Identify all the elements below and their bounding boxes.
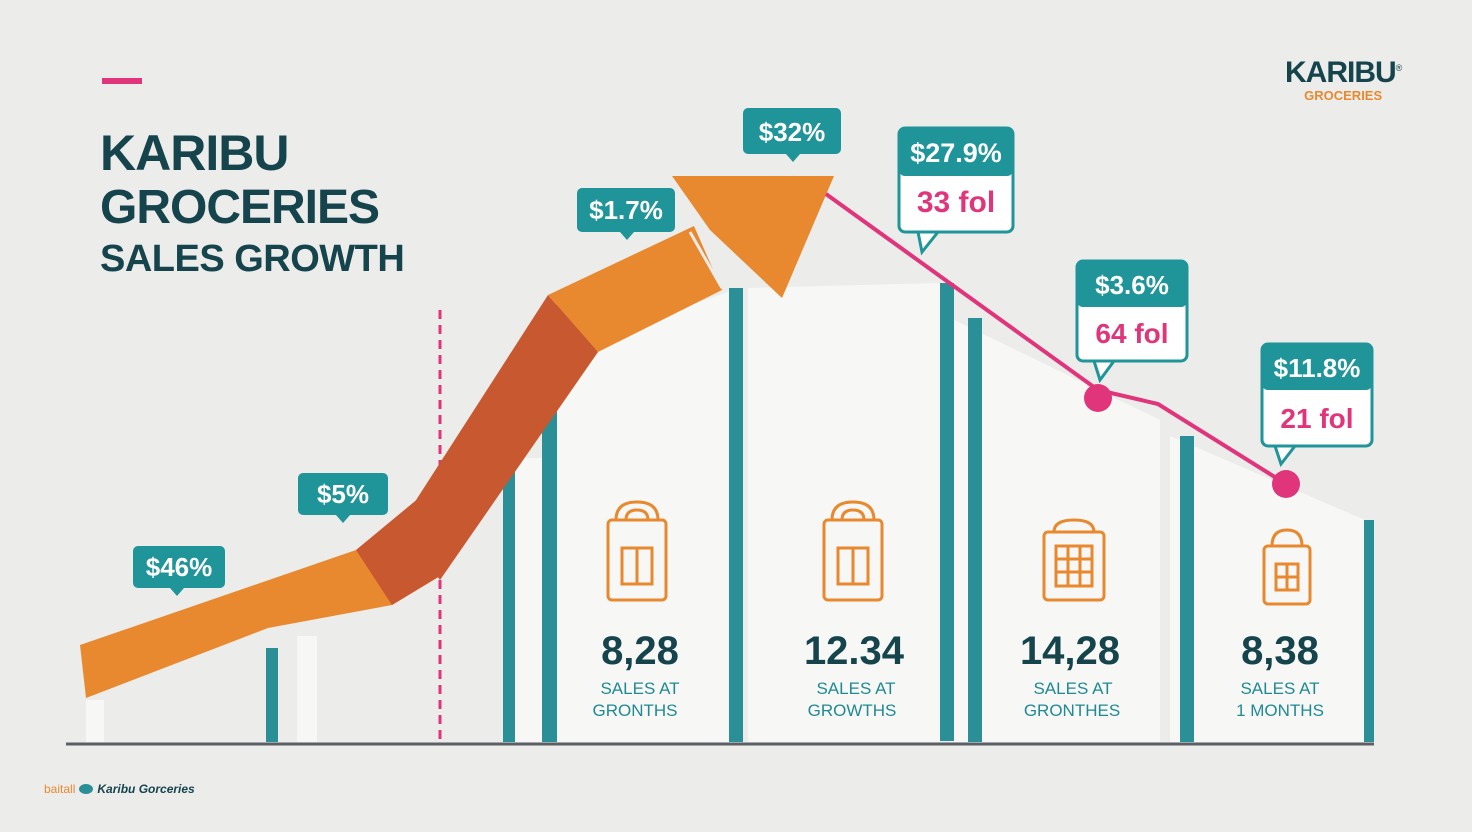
- arrow-band: [80, 550, 440, 698]
- title-line-3: SALES GROWTH: [100, 238, 405, 280]
- globe-icon: [79, 784, 94, 794]
- callout-sublabel: 21 fol: [1280, 403, 1353, 434]
- logo-wordmark: KARIBU: [1285, 56, 1397, 89]
- callout-tag: $5%: [298, 473, 388, 523]
- page-title: KARIBU GROCERIES SALES GROWTH: [100, 125, 405, 280]
- shopping-bag-icon: [1262, 528, 1312, 606]
- arrow-head: [672, 176, 834, 298]
- brand-logo: KARIBU® GROCERIES: [1285, 56, 1403, 103]
- stat-caption-line2: GRONTHES: [1024, 701, 1120, 720]
- callout-box: $3.6% 64 fol: [1075, 259, 1189, 384]
- callout-sublabel: 64 fol: [1095, 318, 1168, 349]
- growth-arrow: [80, 176, 834, 698]
- decline-point: [1084, 384, 1112, 412]
- stat-value: 14,28: [1020, 629, 1120, 673]
- decline-line: [824, 192, 1288, 486]
- footer-brand: baitall Karibu Gorceries: [44, 782, 195, 796]
- callout-tag: $46%: [133, 546, 225, 596]
- bar-edge: [1364, 520, 1374, 742]
- bar-edge: [729, 288, 743, 742]
- bar-edge: [266, 648, 278, 742]
- stat-caption-line1: SALES AT: [1240, 679, 1319, 698]
- stat-caption-line2: GRONTHS: [593, 701, 678, 720]
- stat-value: 8,28: [601, 629, 679, 673]
- callout-tag: $32%: [743, 108, 841, 162]
- title-line-1: KARIBU: [100, 125, 289, 181]
- stat-caption-line1: SALES AT: [600, 679, 679, 698]
- bar-faces: [86, 283, 1365, 742]
- stat-block: 14,28 SALES AT GRONTHES: [1020, 629, 1120, 720]
- bar-edges: [266, 283, 1374, 742]
- bar-edge: [968, 318, 982, 742]
- callout-label: $1.7%: [589, 195, 663, 225]
- bar-edge: [1180, 436, 1194, 742]
- logo-subtitle: GROCERIES: [1304, 88, 1383, 103]
- callout-label: $32%: [759, 117, 826, 147]
- callout-label: $46%: [146, 552, 213, 582]
- callout-label: $3.6%: [1095, 270, 1169, 300]
- footer-left-text: baitall: [44, 782, 76, 796]
- bar-face: [1170, 436, 1365, 742]
- callout-label: $11.8%: [1274, 353, 1361, 383]
- title-line-2: GROCERIES: [100, 181, 380, 234]
- stat-block: 12.34 SALES AT GROWTHS: [804, 629, 905, 720]
- footer-brand-text: Karibu Gorceries: [97, 782, 195, 796]
- bar-edge: [542, 395, 557, 742]
- callout-box: $11.8% 21 fol: [1260, 342, 1374, 468]
- stat-caption-line2: GROWTHS: [808, 701, 897, 720]
- stat-value: 8,38: [1241, 629, 1319, 673]
- stat-caption-line2: 1 MONTHS: [1236, 701, 1324, 720]
- stat-caption-line1: SALES AT: [1033, 679, 1112, 698]
- callout-sublabel: 33 fol: [917, 186, 995, 219]
- stat-block: 8,28 SALES AT GRONTHS: [593, 629, 680, 720]
- store-grid-icon: [1042, 518, 1106, 602]
- accent-dash: [102, 78, 142, 84]
- bar-edge: [940, 283, 954, 741]
- stat-block: 8,38 SALES AT 1 MONTHS: [1236, 629, 1324, 720]
- arrow-band: [548, 226, 722, 352]
- arrow-band: [400, 295, 598, 580]
- decline-point: [1272, 470, 1300, 498]
- stat-caption-line1: SALES AT: [816, 679, 895, 698]
- callout-box: $27.9% 33 fol: [897, 126, 1015, 256]
- arrow-highlight: [688, 231, 724, 289]
- bar-edge: [503, 468, 515, 742]
- shopping-bag-icon: [822, 500, 884, 602]
- bar-face: [86, 700, 104, 742]
- shopping-bag-icon: [606, 500, 668, 602]
- bar-face: [297, 636, 317, 742]
- logo-registered-mark: ®: [1395, 63, 1403, 73]
- callout-label: $27.9%: [910, 138, 1002, 168]
- callout-label: $5%: [317, 479, 369, 509]
- bar-face: [513, 458, 543, 742]
- callout-tag: $1.7%: [577, 188, 675, 240]
- stat-value: 12.34: [804, 629, 905, 673]
